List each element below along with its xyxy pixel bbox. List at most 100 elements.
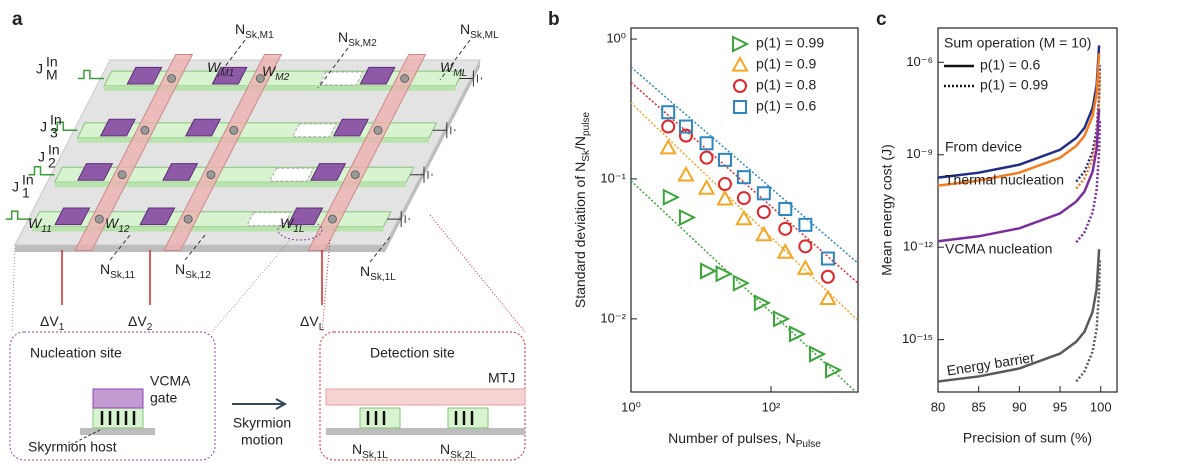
- output-label: NSk,12: [175, 261, 211, 281]
- track-gap: [270, 168, 314, 181]
- marker: [810, 347, 824, 361]
- y-tick-label: 10⁻⁶: [906, 54, 933, 69]
- marker: [798, 261, 812, 274]
- skyrmion-cluster: [328, 215, 336, 223]
- legend-label: p(1) = 0.6: [756, 98, 817, 114]
- skyrmion-cluster: [374, 126, 382, 134]
- skyrmion-cluster: [141, 126, 149, 134]
- subscript: 12: [118, 224, 130, 235]
- skyrmion-cluster: [168, 75, 176, 83]
- output-label: NSk,M1: [235, 21, 274, 41]
- marker: [700, 181, 714, 194]
- gate-label: VCMA: [150, 373, 191, 389]
- marker: [719, 154, 731, 166]
- text-part: N: [440, 441, 450, 457]
- legend-marker: [734, 80, 746, 92]
- text-part: Standard deviation of N: [572, 162, 588, 308]
- subscript: Sk,2L: [450, 450, 476, 461]
- text-part: /N: [572, 136, 588, 150]
- legend-marker: [733, 37, 747, 51]
- marker: [679, 168, 693, 181]
- marker: [738, 192, 750, 204]
- legend-marker: [734, 101, 746, 113]
- curve-label: VCMA nucleation: [945, 241, 1052, 257]
- label-sub: M: [46, 67, 58, 83]
- subscript: Sk,1L: [362, 450, 388, 461]
- host: [326, 428, 525, 435]
- subscript: L: [319, 322, 325, 333]
- gate-label: gate: [150, 390, 177, 406]
- skyrmion-cluster: [95, 215, 103, 223]
- marker: [822, 271, 834, 283]
- label-base: J: [36, 61, 43, 77]
- y-axis-label: Mean energy cost (J): [879, 144, 895, 276]
- curve-label: Thermal nucleation: [945, 172, 1064, 188]
- legend-label: p(1) = 0.9: [756, 56, 817, 72]
- marker: [717, 267, 731, 281]
- marker: [821, 291, 835, 304]
- skyrmion-cluster: [230, 126, 238, 134]
- subscript: pulse: [581, 112, 592, 136]
- label-base: J: [12, 179, 19, 195]
- x-tick-label: 10²: [762, 399, 781, 414]
- legend-title: Sum operation (M = 10): [944, 35, 1091, 51]
- text-part: N: [460, 21, 470, 37]
- inset-title: Detection site: [370, 345, 455, 361]
- marker: [737, 212, 751, 225]
- legend-label: p(1) = 0.99: [756, 35, 824, 51]
- legend-marker: [733, 58, 747, 71]
- inset-title: Nucleation site: [30, 345, 122, 361]
- skyrmion-cluster: [118, 171, 126, 179]
- mtj-label: MTJ: [488, 370, 515, 386]
- subscript: M1: [220, 68, 234, 79]
- label-sub: 1: [22, 185, 30, 201]
- marker: [774, 312, 788, 326]
- text-part: ΔV: [300, 313, 319, 329]
- marker: [701, 137, 713, 149]
- input-label: JInM: [36, 54, 58, 83]
- text-part: ΔV: [128, 313, 147, 329]
- subscript: 1L: [293, 224, 304, 235]
- subscript: Sk,M1: [245, 30, 274, 41]
- marker: [778, 245, 792, 258]
- marker: [799, 240, 811, 252]
- figure: a b c NSk,M1NSk,M2NSk,MLWM1WM2WMLW11W12W…: [0, 0, 1182, 469]
- text-part: N: [100, 261, 110, 277]
- marker: [790, 327, 804, 341]
- zoom-line: [212, 240, 290, 332]
- voltage-label: ΔV2: [128, 313, 153, 333]
- label-sub: 2: [48, 155, 56, 171]
- fit-line: [631, 67, 858, 263]
- x-axis-label: Number of pulses, NPulse: [668, 430, 821, 450]
- voltage-label: ΔV1: [40, 313, 65, 333]
- text-part: N: [360, 263, 370, 279]
- output-label: NSk,ML: [460, 21, 499, 41]
- zoom-line: [430, 215, 525, 332]
- y-axis-label: Standard deviation of NSk/Npulse: [572, 112, 592, 309]
- marker: [758, 206, 770, 218]
- label-sub: 3: [50, 125, 58, 141]
- detection-label: NSk,2L: [440, 441, 476, 461]
- marker: [680, 211, 694, 225]
- x-tick-label: 80: [931, 399, 945, 414]
- text-part: N: [338, 29, 348, 45]
- motion-label: motion: [241, 432, 283, 448]
- x-tick-label: 10⁰: [621, 399, 641, 414]
- marker: [719, 178, 731, 190]
- marker: [822, 253, 834, 265]
- y-tick-label: 10⁻¹⁵: [902, 331, 933, 346]
- subscript: Sk,12: [185, 270, 211, 281]
- zoom-line: [322, 240, 330, 332]
- marker: [738, 171, 750, 183]
- input-pulse: [78, 71, 104, 79]
- subscript: Sk,1L: [370, 272, 396, 283]
- text-part: ΔV: [40, 313, 59, 329]
- skyrmion-cluster: [401, 75, 409, 83]
- legend-label: p(1) = 0.8: [756, 77, 817, 93]
- marker: [662, 121, 674, 133]
- legend-label: p(1) = 0.99: [980, 77, 1048, 93]
- subscript: Sk,M2: [348, 38, 377, 49]
- skyrmion-cluster: [351, 171, 359, 179]
